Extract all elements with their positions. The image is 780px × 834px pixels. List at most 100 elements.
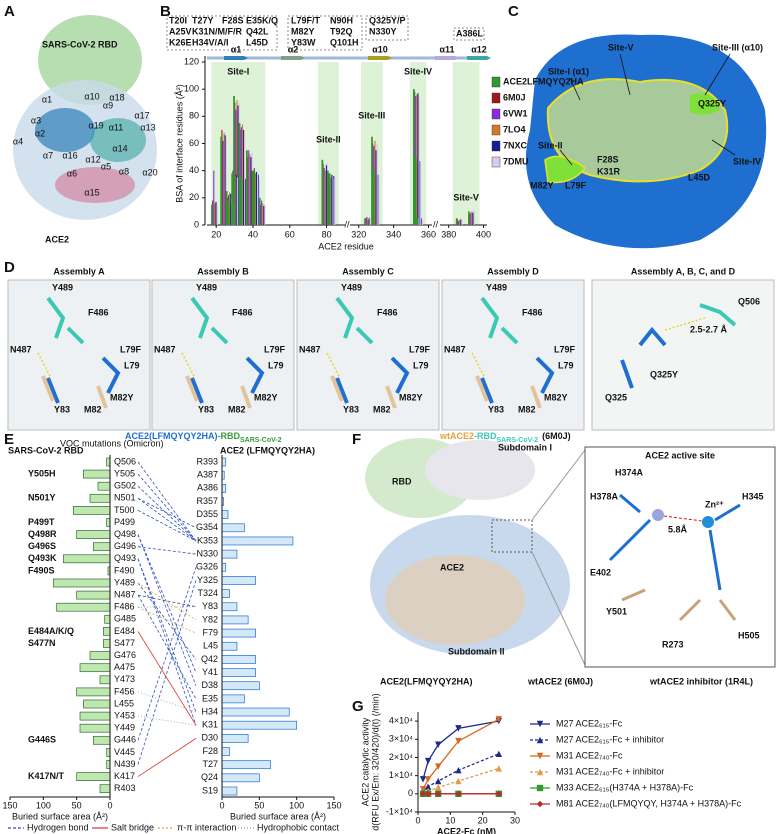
bar xyxy=(244,132,246,225)
residue-label: N487 xyxy=(154,344,176,354)
bar xyxy=(240,127,242,225)
bar xyxy=(326,170,329,225)
mutation-box xyxy=(365,15,409,41)
mutation-label: L79F/T xyxy=(291,15,321,25)
residue-label: Y83 xyxy=(198,404,214,414)
bar xyxy=(414,157,417,225)
bar xyxy=(236,100,238,225)
bar xyxy=(324,170,326,225)
helix-label: α4 xyxy=(13,136,23,146)
residue-label: G476 xyxy=(114,650,136,660)
side-chains xyxy=(608,493,741,591)
bar xyxy=(221,576,256,585)
mutation-label: N90H xyxy=(330,15,353,25)
mutation-label: A386L xyxy=(456,28,484,38)
helix-label: α19 xyxy=(88,120,103,130)
legend-label: 7LO4 xyxy=(503,124,526,134)
bar xyxy=(225,138,227,225)
assembly-panel xyxy=(591,279,775,431)
residue-label: L79 xyxy=(124,360,140,370)
bar xyxy=(224,135,226,225)
structure-label: H345 xyxy=(742,491,764,501)
structure-label: Y501 xyxy=(606,606,627,616)
residue-label: K417 xyxy=(114,771,135,781)
helix-cluster xyxy=(35,108,95,152)
residue-label: Y489 xyxy=(341,282,362,292)
bar xyxy=(92,735,111,745)
bar xyxy=(372,170,375,225)
structure-label: H505 xyxy=(738,630,760,640)
bar xyxy=(221,694,245,704)
title-part: -RBD xyxy=(474,431,497,441)
interaction-line xyxy=(137,580,197,765)
residue-label: E484 xyxy=(114,626,135,636)
x-tick-label: 0 xyxy=(219,800,224,810)
label: ACE2 xyxy=(45,234,69,244)
interaction-line xyxy=(137,606,197,634)
mutation-label: Q101H xyxy=(330,37,359,47)
interaction-line xyxy=(137,594,197,608)
title-part: ACE2(LFMQYQY2HA) xyxy=(125,431,218,441)
stick-model xyxy=(330,375,397,409)
bar xyxy=(331,174,333,225)
residue-label: M82Y xyxy=(254,392,278,402)
bar xyxy=(99,675,111,685)
bar xyxy=(221,483,227,493)
interaction-line xyxy=(137,567,197,741)
helix-arrow xyxy=(281,56,305,60)
x-tick-label: 10 xyxy=(445,815,455,825)
site-label: Q325Y xyxy=(698,98,726,108)
residue-label: Q325Y xyxy=(650,369,678,379)
point xyxy=(424,790,432,798)
x-tick-label: 60 xyxy=(285,229,295,239)
bar xyxy=(376,143,378,225)
bar xyxy=(421,219,424,225)
helix-label: α10 xyxy=(84,91,99,101)
residue-label: L79F xyxy=(120,344,142,354)
residue-label: L455 xyxy=(114,698,134,708)
residue-label: Y473 xyxy=(114,674,135,684)
point xyxy=(495,716,503,723)
interaction-line xyxy=(137,461,197,542)
legend-label: Hydrogen bond xyxy=(27,822,89,832)
site-label: Site-III xyxy=(358,110,385,120)
zoom-line xyxy=(531,551,586,666)
bar xyxy=(99,784,111,794)
x-axis-label: ACE2-Fc (nM) xyxy=(437,826,496,834)
title-part: SARS-CoV-2 xyxy=(497,437,539,444)
hbond xyxy=(181,352,195,377)
bar xyxy=(416,218,419,225)
residue-label: Y449 xyxy=(114,723,135,733)
bar xyxy=(76,772,111,781)
voc-label: Q493K xyxy=(28,553,57,563)
zn-ion xyxy=(702,516,714,528)
residue-label: R403 xyxy=(114,783,136,793)
residue-label: R393 xyxy=(196,456,218,466)
bar xyxy=(221,747,230,756)
subdomain-i xyxy=(425,440,535,500)
title-part: wtACE2 xyxy=(439,431,474,441)
assembly-title: Assembly D xyxy=(487,266,539,276)
residue-label: L79F xyxy=(264,344,286,354)
legend-label: M27 ACE2₆₁₅-Fc + inhibitor xyxy=(556,734,664,744)
bar xyxy=(89,493,111,503)
y-tick-label: 120 xyxy=(184,56,199,66)
legend-label: 7DMU xyxy=(503,156,529,166)
y-axis-label: ACE2 catalytic activity xyxy=(360,717,370,806)
x-tick-label: 0 xyxy=(107,800,112,810)
bar xyxy=(221,549,238,559)
rbd-ribbon xyxy=(38,15,142,105)
legend-marker xyxy=(536,720,544,728)
residue-label: G326 xyxy=(196,562,218,572)
voc-label: G446S xyxy=(28,735,56,745)
x-tick-label: 100 xyxy=(289,800,304,810)
helix-label: α1 xyxy=(231,44,242,54)
y-tick-label: 0 xyxy=(408,788,413,798)
stick-model xyxy=(190,296,229,345)
residue-label: N487 xyxy=(10,344,32,354)
assembly-panel xyxy=(296,279,440,431)
bar xyxy=(368,218,370,225)
mutation-label: H34V/A/I xyxy=(192,37,229,47)
y-tick-label: 20 xyxy=(189,192,199,202)
bar xyxy=(377,174,379,225)
